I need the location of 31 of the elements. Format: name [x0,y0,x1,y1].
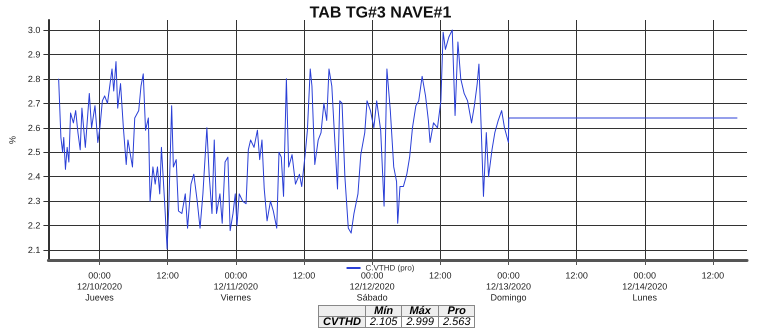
x-tick-label: 00:00 12/12/2020 Sábado [350,270,395,302]
text: 2.563 [438,316,475,328]
y-axis-title: % [8,136,18,144]
chart-title: TAB TG#3 NAVE#1 [310,4,452,22]
x-tick-label: 12:00 [429,270,452,280]
y-tick-label: 2.9 [28,49,40,60]
x-tick-label: 12:00 [702,270,724,280]
y-tick-label: 2.4 [28,172,40,182]
text: 2.999 [402,316,438,328]
x-tick-label: 12:00 [565,270,588,280]
y-tick-label: 2.8 [28,74,40,84]
legend-label: C.VTHD (pro) [366,264,415,272]
x-tick-label: 12:00 [156,270,179,280]
x-tick-label: 00:00 12/11/2020 Viernes [214,270,258,302]
y-tick-label: 2.1 [28,245,40,256]
y-tick-label: 3.0 [28,24,40,35]
y-tick-label: 2.6 [28,122,40,133]
x-tick-label: 00:00 12/13/2020 Domingo [486,270,531,302]
text: Pro [438,305,475,317]
line-series [58,30,738,250]
text: 2.105 [365,316,402,328]
text: CVTHD [318,316,366,328]
y-tick-label: 2.7 [28,98,40,108]
x-tick-label: 00:00 12/10/2020 Jueves [77,270,122,302]
y-tick-label: 2.3 [28,196,40,206]
x-tick-label: 00:00 12/14/2020 Lunes [622,270,668,302]
text: Mín [365,305,402,317]
x-tick-label: 12:00 [292,270,316,280]
y-tick-label: 2.5 [28,147,40,158]
y-tick-label: 2.2 [28,220,40,231]
text: Máx [402,305,438,317]
